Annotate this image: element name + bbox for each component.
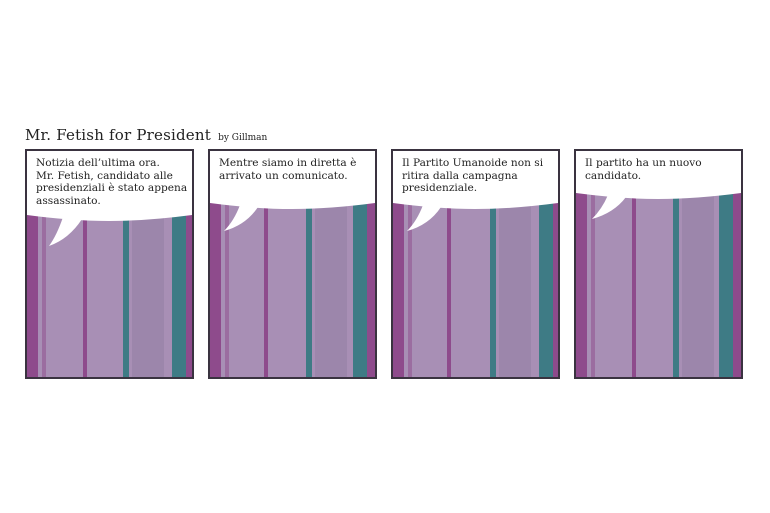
comic-panel-1: Notizia dell’ultima ora. Mr. Fetish, can… bbox=[25, 149, 194, 379]
comic-byline: by Gillman bbox=[218, 133, 268, 143]
panel-caption: Notizia dell’ultima ora. Mr. Fetish, can… bbox=[36, 157, 188, 207]
comic-panel-2: Mentre siamo in diretta è arrivato un co… bbox=[208, 149, 377, 379]
comic-panel-4: Il partito ha un nuovo candidato. bbox=[574, 149, 743, 379]
strip-title: Mr. Fetish for President by Gillman bbox=[25, 125, 267, 144]
comic-panel-3: Il Partito Umanoide non si ritira dalla … bbox=[391, 149, 560, 379]
panel-background bbox=[27, 151, 192, 377]
panel-caption: Il Partito Umanoide non si ritira dalla … bbox=[402, 157, 544, 195]
panel-caption: Il partito ha un nuovo candidato. bbox=[585, 157, 702, 182]
panel-caption: Mentre siamo in diretta è arrivato un co… bbox=[219, 157, 357, 182]
comic-title: Mr. Fetish for President bbox=[25, 126, 211, 144]
panel-background bbox=[576, 151, 741, 377]
panel-background bbox=[210, 151, 375, 377]
panel-background bbox=[393, 151, 558, 377]
